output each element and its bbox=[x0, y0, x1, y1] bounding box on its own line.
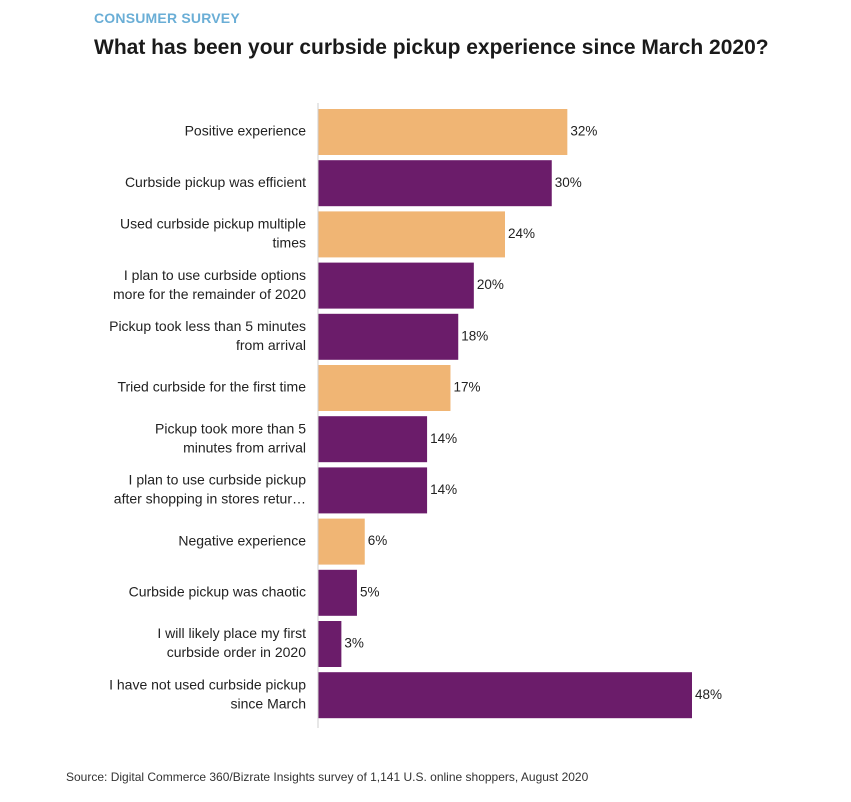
category-label-line: Curbside pickup was chaotic bbox=[129, 584, 306, 600]
category-label-line: times bbox=[273, 235, 306, 251]
category-label-line: Negative experience bbox=[178, 532, 306, 548]
category-label-line: minutes from arrival bbox=[183, 439, 306, 455]
value-label-9: 6% bbox=[368, 533, 388, 548]
category-label-line: after shopping in stores retur… bbox=[114, 491, 306, 507]
category-label-11: I will likely place my first curbside ord… bbox=[157, 625, 306, 660]
category-label-1: Positive experience bbox=[185, 123, 307, 139]
category-label-line: more for the remainder of 2020 bbox=[113, 286, 306, 302]
value-label-1: 32% bbox=[570, 124, 597, 139]
value-label-7: 14% bbox=[430, 431, 457, 446]
value-label-8: 14% bbox=[430, 482, 457, 497]
category-label-4: I plan to use curbside options more for t… bbox=[113, 267, 306, 302]
bar-10 bbox=[318, 569, 357, 616]
category-label-line: Pickup took less than 5 minutes bbox=[109, 318, 306, 334]
chart-kicker: CONSUMER SURVEY bbox=[94, 10, 240, 26]
bar-3 bbox=[318, 211, 505, 258]
category-label-12: I have not used curbside pickup since Mar… bbox=[109, 676, 306, 711]
bar-1 bbox=[318, 109, 568, 155]
bars-layer: 32% Positive experience 30% Curbside pickup… bbox=[109, 109, 722, 719]
chart-title: What has been your curbside pickup exper… bbox=[94, 36, 769, 59]
value-label-11: 3% bbox=[344, 636, 364, 651]
value-label-5: 18% bbox=[461, 328, 488, 343]
category-label-line: Pickup took more than 5 bbox=[155, 420, 306, 436]
category-label-line: Positive experience bbox=[185, 123, 307, 139]
category-label-line: since March bbox=[231, 695, 306, 711]
bar-5 bbox=[318, 313, 459, 360]
category-label-line: I have not used curbside pickup bbox=[109, 676, 306, 692]
category-label-line: from arrival bbox=[236, 337, 306, 353]
bar-8 bbox=[318, 467, 428, 514]
category-label-line: I plan to use curbside options bbox=[124, 267, 306, 283]
category-label-line: Used curbside pickup multiple bbox=[120, 216, 306, 232]
value-label-12: 48% bbox=[695, 687, 722, 702]
category-label-line: I plan to use curbside pickup bbox=[129, 472, 307, 488]
bar-9 bbox=[318, 518, 365, 565]
value-label-2: 30% bbox=[555, 175, 582, 190]
category-label-8: I plan to use curbside pickup after shopp… bbox=[114, 472, 306, 507]
category-label-line: curbside order in 2020 bbox=[167, 644, 307, 660]
value-label-4: 20% bbox=[477, 277, 504, 292]
bar-12 bbox=[318, 672, 692, 719]
value-label-6: 17% bbox=[453, 380, 480, 395]
category-label-2: Curbside pickup was efficient bbox=[125, 174, 306, 190]
category-label-3: Used curbside pickup multiple times bbox=[120, 216, 306, 251]
value-label-3: 24% bbox=[508, 226, 535, 241]
value-label-10: 5% bbox=[360, 584, 380, 599]
bar-4 bbox=[318, 262, 474, 309]
category-label-7: Pickup took more than 5 minutes from arri… bbox=[155, 420, 306, 455]
bar-11 bbox=[318, 621, 342, 667]
category-label-6: Tried curbside for the first time bbox=[117, 379, 306, 395]
category-label-9: Negative experience bbox=[178, 532, 306, 548]
bar-6 bbox=[318, 365, 451, 411]
bar-7 bbox=[318, 416, 428, 463]
category-label-line: Curbside pickup was efficient bbox=[125, 174, 306, 190]
source-note: Source: Digital Commerce 360/Bizrate Ins… bbox=[66, 770, 589, 784]
category-label-line: Tried curbside for the first time bbox=[117, 379, 306, 395]
bar-2 bbox=[318, 160, 552, 207]
category-label-5: Pickup took less than 5 minutes from arri… bbox=[109, 318, 306, 353]
category-label-10: Curbside pickup was chaotic bbox=[129, 584, 306, 600]
category-label-line: I will likely place my first bbox=[157, 625, 306, 641]
